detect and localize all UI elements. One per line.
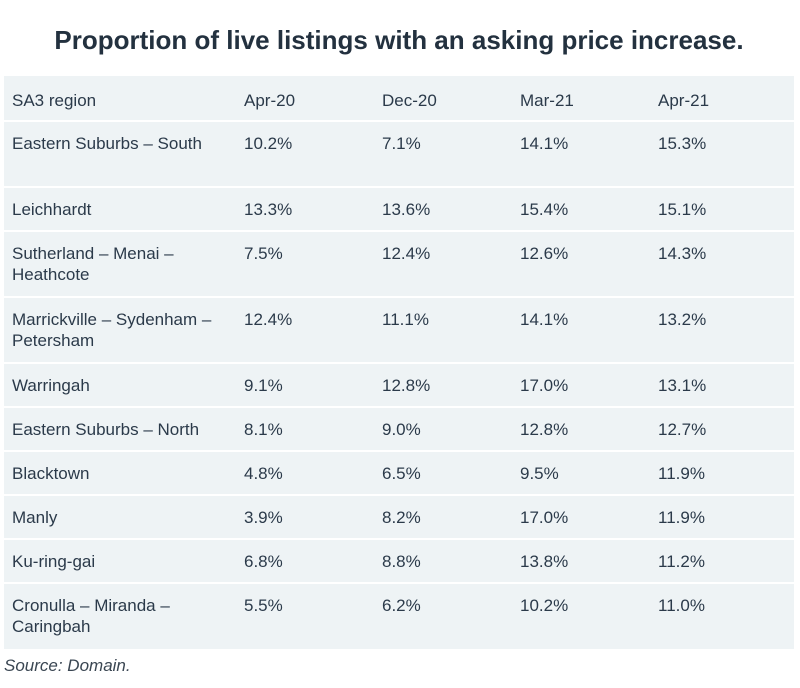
value-cell: 14.3% bbox=[650, 230, 794, 297]
header-region: SA3 region bbox=[12, 91, 97, 110]
value-cell: 13.2% bbox=[650, 296, 794, 363]
value-cell: 15.1% bbox=[650, 186, 794, 231]
value-cell: 6.5% bbox=[374, 450, 512, 495]
header-mar-21: Mar-21 bbox=[520, 91, 574, 110]
value-cell: 7.5% bbox=[236, 230, 374, 297]
value-cell: 12.4% bbox=[236, 296, 374, 363]
value-cell: 8.1% bbox=[236, 406, 374, 451]
value-cell: 6.8% bbox=[236, 538, 374, 583]
region-cell: Ku-ring-gai bbox=[4, 538, 236, 583]
value-cell: 13.3% bbox=[236, 186, 374, 231]
table-title: Proportion of live listings with an aski… bbox=[4, 0, 794, 76]
table-row: Sutherland – Menai – Heathcote 7.5% 12.4… bbox=[4, 230, 794, 297]
table-row: Cronulla – Miranda – Caringbah 5.5% 6.2%… bbox=[4, 582, 794, 649]
value-cell: 12.8% bbox=[374, 362, 512, 407]
region-cell: Blacktown bbox=[4, 450, 236, 495]
header-dec-20: Dec-20 bbox=[382, 91, 437, 110]
value-cell: 6.2% bbox=[374, 582, 512, 649]
value-cell: 12.8% bbox=[512, 406, 650, 451]
value-cell: 9.1% bbox=[236, 362, 374, 407]
header-apr-21: Apr-21 bbox=[658, 91, 710, 110]
value-cell: 8.8% bbox=[374, 538, 512, 583]
table-row: Warringah 9.1% 12.8% 17.0% 13.1% bbox=[4, 362, 794, 407]
value-cell: 14.1% bbox=[512, 120, 650, 187]
source-note: Source: Domain. bbox=[4, 656, 131, 675]
value-cell: 11.9% bbox=[650, 494, 794, 539]
table-row: Leichhardt 13.3% 13.6% 15.4% 15.1% bbox=[4, 186, 794, 231]
region-cell: Eastern Suburbs – North bbox=[4, 406, 236, 451]
value-cell: 10.2% bbox=[236, 120, 374, 187]
region-cell: Marrickville – Sydenham – Petersham bbox=[4, 296, 236, 363]
table-row: Blacktown 4.8% 6.5% 9.5% 11.9% bbox=[4, 450, 794, 495]
table-row: Ku-ring-gai 6.8% 8.8% 13.8% 11.2% bbox=[4, 538, 794, 583]
value-cell: 5.5% bbox=[236, 582, 374, 649]
region-cell: Sutherland – Menai – Heathcote bbox=[4, 230, 236, 297]
data-table: SA3 region Apr-20 Dec-20 Mar-21 Apr-21 E… bbox=[4, 76, 794, 649]
value-cell: 7.1% bbox=[374, 120, 512, 187]
table-row: Eastern Suburbs – South 10.2% 7.1% 14.1%… bbox=[4, 120, 794, 187]
header-row: SA3 region Apr-20 Dec-20 Mar-21 Apr-21 bbox=[4, 76, 794, 121]
table-row: Manly 3.9% 8.2% 17.0% 11.9% bbox=[4, 494, 794, 539]
value-cell: 12.4% bbox=[374, 230, 512, 297]
value-cell: 3.9% bbox=[236, 494, 374, 539]
value-cell: 9.0% bbox=[374, 406, 512, 451]
table-panel: Proportion of live listings with an aski… bbox=[4, 0, 794, 649]
value-cell: 17.0% bbox=[512, 494, 650, 539]
value-cell: 14.1% bbox=[512, 296, 650, 363]
region-cell: Manly bbox=[4, 494, 236, 539]
table-row: Eastern Suburbs – North 8.1% 9.0% 12.8% … bbox=[4, 406, 794, 451]
value-cell: 15.4% bbox=[512, 186, 650, 231]
value-cell: 11.2% bbox=[650, 538, 794, 583]
value-cell: 9.5% bbox=[512, 450, 650, 495]
value-cell: 11.0% bbox=[650, 582, 794, 649]
table-row: Marrickville – Sydenham – Petersham 12.4… bbox=[4, 296, 794, 363]
region-cell: Warringah bbox=[4, 362, 236, 407]
region-cell: Cronulla – Miranda – Caringbah bbox=[4, 582, 236, 649]
value-cell: 11.1% bbox=[374, 296, 512, 363]
value-cell: 17.0% bbox=[512, 362, 650, 407]
value-cell: 12.7% bbox=[650, 406, 794, 451]
value-cell: 13.1% bbox=[650, 362, 794, 407]
value-cell: 4.8% bbox=[236, 450, 374, 495]
value-cell: 13.6% bbox=[374, 186, 512, 231]
value-cell: 12.6% bbox=[512, 230, 650, 297]
region-cell: Leichhardt bbox=[4, 186, 236, 231]
value-cell: 11.9% bbox=[650, 450, 794, 495]
value-cell: 15.3% bbox=[650, 120, 794, 187]
region-cell: Eastern Suburbs – South bbox=[4, 120, 236, 187]
value-cell: 13.8% bbox=[512, 538, 650, 583]
value-cell: 8.2% bbox=[374, 494, 512, 539]
header-apr-20: Apr-20 bbox=[244, 91, 296, 110]
value-cell: 10.2% bbox=[512, 582, 650, 649]
